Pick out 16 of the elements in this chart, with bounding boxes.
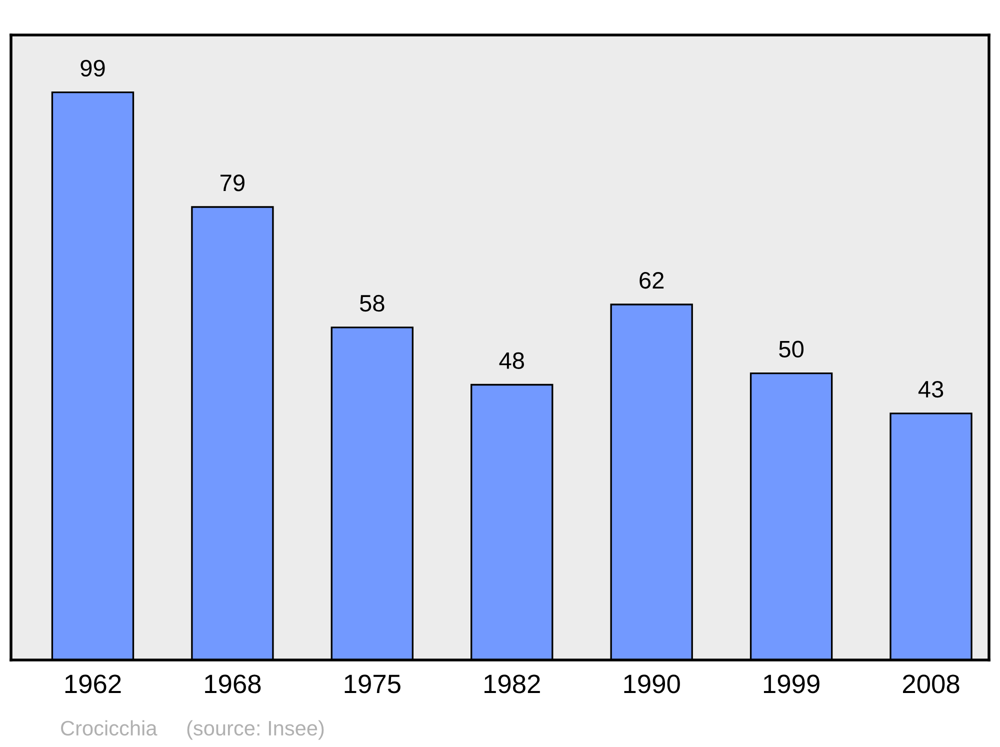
data-label: 58: [360, 294, 384, 312]
x-tick-label: 1982: [484, 674, 540, 694]
data-label: 43: [918, 380, 944, 398]
x-tick-label: 2008: [902, 674, 960, 694]
data-label: 48: [499, 352, 524, 369]
data-label: 50: [779, 340, 804, 358]
data-label: 79: [220, 174, 244, 192]
text: (source: Insee): [187, 720, 324, 740]
x-tick-label: 1962: [65, 674, 121, 694]
text: Crocicchia: [61, 720, 158, 736]
x-tick-label: 1999: [764, 674, 820, 694]
data-label: 62: [640, 272, 664, 289]
x-tick-label: 1990: [624, 674, 680, 694]
x-tick-label: 1975: [344, 674, 400, 694]
x-tick-label: 1968: [205, 674, 261, 694]
data-label: 99: [80, 60, 105, 77]
